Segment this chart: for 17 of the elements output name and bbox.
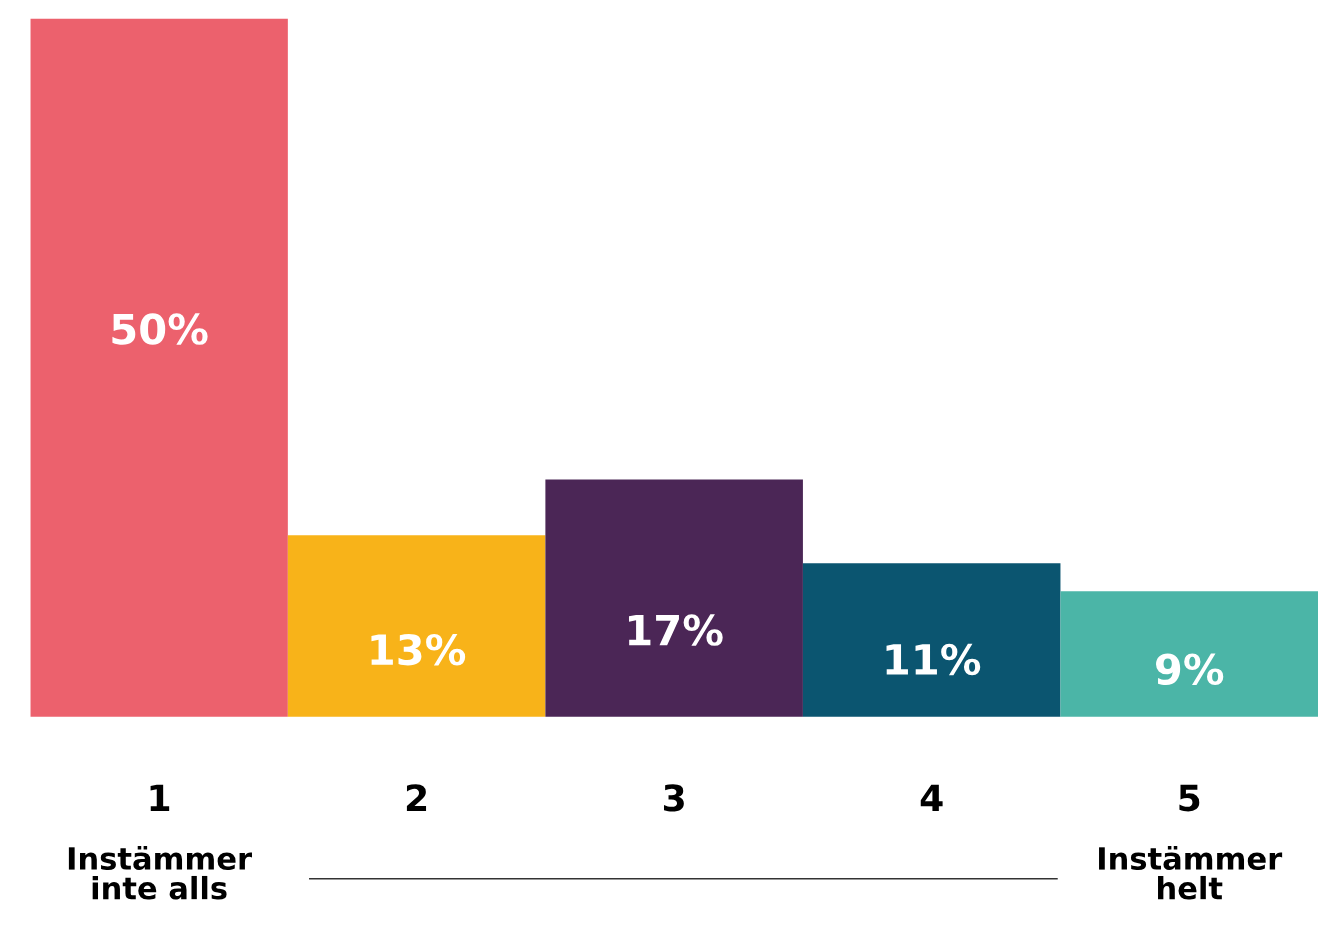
data-label: 9%	[1156, 653, 1224, 685]
data-label: 50%	[112, 313, 208, 345]
x-tick-label: 5	[1179, 784, 1200, 812]
bar	[287, 535, 546, 717]
bar	[802, 563, 1061, 717]
bar	[30, 18, 288, 717]
bar	[545, 479, 803, 717]
text: Instämmer helt	[1099, 845, 1283, 900]
data-label: 13%	[371, 633, 466, 666]
x-tick-label: 3	[664, 784, 684, 812]
bar	[1060, 591, 1318, 717]
x-tick-label: 4	[920, 784, 943, 811]
x-tick-label: 2	[406, 784, 427, 811]
data-label: 17%	[628, 614, 723, 646]
x-tick-label: 1	[150, 784, 170, 811]
text: Instämmer inte alls	[68, 845, 252, 900]
data-label: 11%	[886, 643, 981, 676]
